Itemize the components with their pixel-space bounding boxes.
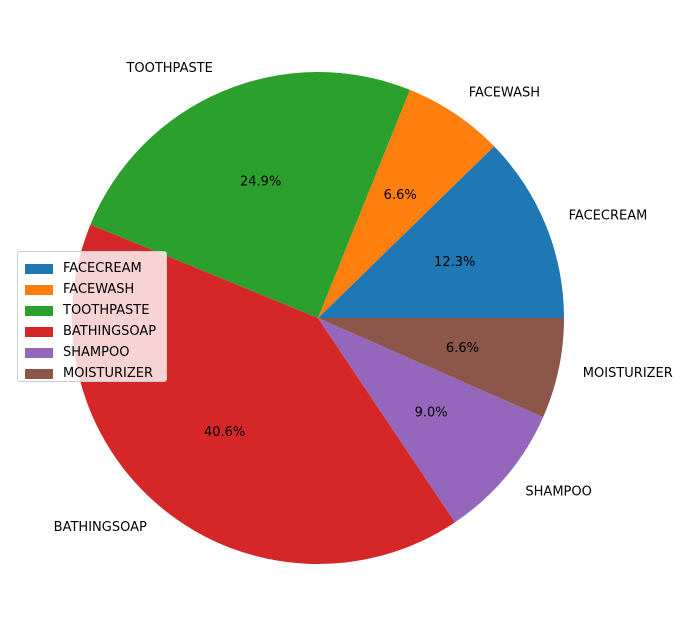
legend-swatch <box>25 326 53 337</box>
pct-label-shampoo: 9.0% <box>415 405 448 420</box>
slice-label-facecream: FACECREAM <box>569 209 648 224</box>
legend-item-bathingsoap: BATHINGSOAP <box>25 321 166 342</box>
legend-label: SHAMPOO <box>63 345 130 360</box>
chart-legend: FACECREAM FACEWASH TOOTHPASTE BATHINGSOA… <box>17 251 167 382</box>
pie-slice-facecream <box>318 146 564 318</box>
pie-slice-shampoo <box>318 318 544 523</box>
pct-label-facecream: 12.3% <box>434 255 475 270</box>
legend-label: BATHINGSOAP <box>63 324 157 339</box>
legend-item-moisturizer: MOISTURIZER <box>25 363 166 384</box>
slice-label-facewash: FACEWASH <box>469 86 540 101</box>
legend-item-facewash: FACEWASH <box>25 279 166 300</box>
legend-label: TOOTHPASTE <box>63 303 150 318</box>
legend-swatch <box>25 347 53 358</box>
legend-label: MOISTURIZER <box>63 366 154 381</box>
pct-label-toothpaste: 24.9% <box>240 174 281 189</box>
legend-item-toothpaste: TOOTHPASTE <box>25 300 166 321</box>
pie-slice-moisturizer <box>318 318 564 418</box>
slice-label-toothpaste: TOOTHPASTE <box>125 61 212 76</box>
slice-label-shampoo: SHAMPOO <box>525 484 591 499</box>
slice-label-moisturizer: MOISTURIZER <box>583 366 673 381</box>
pie-slice-facewash <box>318 89 495 318</box>
pie-slices <box>72 72 564 564</box>
slice-label-bathingsoap: BATHINGSOAP <box>54 520 147 535</box>
legend-swatch <box>25 305 53 316</box>
pie-labels: 12.3% FACECREAM 6.6% FACEWASH 24.9% TOOTHPAST… <box>54 61 673 535</box>
pct-label-facewash: 6.6% <box>384 188 417 203</box>
pct-label-bathingsoap: 40.6% <box>204 425 245 440</box>
legend-item-facecream: FACECREAM <box>25 258 166 279</box>
legend-swatch <box>25 368 53 379</box>
legend-swatch <box>25 263 53 274</box>
pct-label-moisturizer: 6.6% <box>446 341 479 356</box>
legend-item-shampoo: SHAMPOO <box>25 342 166 363</box>
legend-swatch <box>25 284 53 295</box>
legend-label: FACECREAM <box>63 261 142 276</box>
legend-label: FACEWASH <box>63 282 135 297</box>
pie-slice-bathingsoap <box>72 224 455 564</box>
pie-slice-toothpaste <box>90 72 410 319</box>
